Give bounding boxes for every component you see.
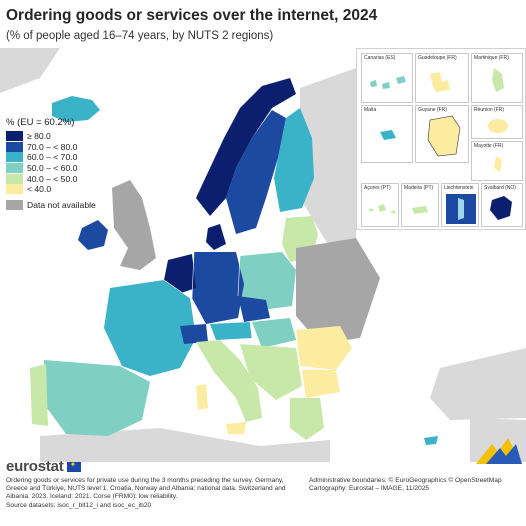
inset-label: Liechtenstein xyxy=(444,185,474,191)
region-turkey xyxy=(430,348,526,420)
inset-svalbard: Svalbard (NO) xyxy=(481,183,523,227)
region-cyprus xyxy=(424,436,438,445)
inset-martinique: Martinique (FR) xyxy=(471,53,523,103)
legend-item: 40.0 – < 50.0 xyxy=(6,173,156,184)
region-italy xyxy=(196,340,262,422)
region-czechia xyxy=(238,296,270,322)
region-united-kingdom xyxy=(112,180,156,270)
credits-cartography: Cartography: Eurostat – IMAGE, 11/2025 xyxy=(309,485,430,493)
inset-label: Guyane (FR) xyxy=(418,107,447,113)
legend-item: < 40.0 xyxy=(6,184,156,195)
inset-mayotte: Mayotte (FR) xyxy=(471,141,523,181)
region-ukraine-belarus xyxy=(296,238,380,344)
region-benelux xyxy=(164,254,196,294)
region-western-balkans xyxy=(240,344,302,400)
inset-label: Réunion (FR) xyxy=(474,107,505,113)
inset-label: Svalbard (NO) xyxy=(484,185,516,191)
legend-label: 40.0 – < 50.0 xyxy=(27,173,78,184)
legend-swatch xyxy=(6,131,23,142)
inset-reunion: Réunion (FR) xyxy=(471,105,523,139)
legend-item: ≥ 80.0 xyxy=(6,131,156,142)
legend-item-not-available: Data not available xyxy=(6,199,156,210)
eurostat-logo: eurostat xyxy=(6,458,81,475)
region-france xyxy=(104,280,196,376)
legend-swatch xyxy=(6,184,23,195)
inset-malta: Malta xyxy=(361,105,413,163)
credits-boundaries: Administrative boundaries: © EuroGeograp… xyxy=(309,477,502,484)
footnote-text: Ordering goods or services for private u… xyxy=(6,477,286,501)
inset-label: Martinique (FR) xyxy=(474,55,509,61)
legend-label: Data not available xyxy=(27,199,96,210)
inset-madeira: Madeira (PT) xyxy=(401,183,439,227)
inset-guadeloupe: Guadeloupe (FR) xyxy=(415,53,469,103)
legend-title: % (EU = 60.2%) xyxy=(6,117,75,128)
legend-swatch xyxy=(6,163,23,174)
region-finland xyxy=(274,108,314,212)
inset-label: Mayotte (FR) xyxy=(474,143,504,149)
region-russia-north xyxy=(300,68,356,248)
region-austria xyxy=(210,322,252,340)
legend-label: 50.0 – < 60.0 xyxy=(27,163,78,174)
region-denmark xyxy=(206,224,226,250)
footnote: Ordering goods or services for private u… xyxy=(6,477,306,510)
legend-label: 60.0 – < 70.0 xyxy=(27,152,78,163)
legend-swatch xyxy=(6,141,23,152)
region-portugal xyxy=(30,364,48,426)
legend-swatch xyxy=(6,152,23,163)
region-poland xyxy=(240,252,296,310)
legend-swatch xyxy=(6,199,23,210)
region-sardinia xyxy=(196,384,208,410)
region-greece xyxy=(290,398,324,440)
region-sicily xyxy=(226,422,246,434)
inset-liechtenstein: Liechtenstein xyxy=(441,183,479,227)
region-iceland xyxy=(52,96,100,122)
legend-item: 60.0 – < 70.0 xyxy=(6,152,156,163)
credits: Administrative boundaries: © EuroGeograp… xyxy=(309,477,521,493)
legend-label: 70.0 – < 80.0 xyxy=(27,141,78,152)
region-spain xyxy=(44,360,150,436)
inset-label: Guadeloupe (FR) xyxy=(418,55,457,61)
legend-label: ≥ 80.0 xyxy=(27,131,51,142)
region-greenland-edge xyxy=(0,48,60,93)
inset-acores: Açores (PT) xyxy=(361,183,399,227)
source-text: Source datasets: isoc_r_blt12_i and isoc… xyxy=(6,501,152,509)
page-title: Ordering goods or services over the inte… xyxy=(6,7,378,24)
inset-label: Canarias (ES) xyxy=(364,55,396,61)
legend-label: < 40.0 xyxy=(27,184,52,195)
region-sweden xyxy=(226,110,286,234)
map-legend: % (EU = 60.2%) ≥ 80.0 70.0 – < 80.0 60.0 –… xyxy=(6,117,156,210)
inset-label: Malta xyxy=(364,107,377,113)
inset-maps-panel: Canarias (ES) Guadeloupe (FR) Martinique… xyxy=(356,48,526,230)
region-switzerland xyxy=(180,324,208,344)
region-north-africa xyxy=(40,428,330,462)
region-germany xyxy=(192,252,244,324)
region-bulgaria xyxy=(302,370,340,398)
eu-flag-icon xyxy=(66,460,81,472)
region-norway xyxy=(196,78,296,216)
legend-swatch xyxy=(6,173,23,184)
legend-item: 70.0 – < 80.0 xyxy=(6,141,156,153)
region-hungary xyxy=(252,318,296,348)
inset-label: Açores (PT) xyxy=(364,185,391,191)
legend-item: 50.0 – < 60.0 xyxy=(6,163,156,174)
inset-guyane: Guyane (FR) xyxy=(415,105,469,163)
region-ireland xyxy=(78,220,108,250)
page-subtitle: (% of people aged 16–74 years, by NUTS 2… xyxy=(6,30,274,42)
logo-text: eurostat xyxy=(6,458,64,475)
inset-label: Madeira (PT) xyxy=(404,185,434,191)
region-romania xyxy=(296,326,352,370)
eurostat-brand-mark-icon xyxy=(476,438,522,464)
inset-canarias: Canarias (ES) xyxy=(361,53,413,103)
